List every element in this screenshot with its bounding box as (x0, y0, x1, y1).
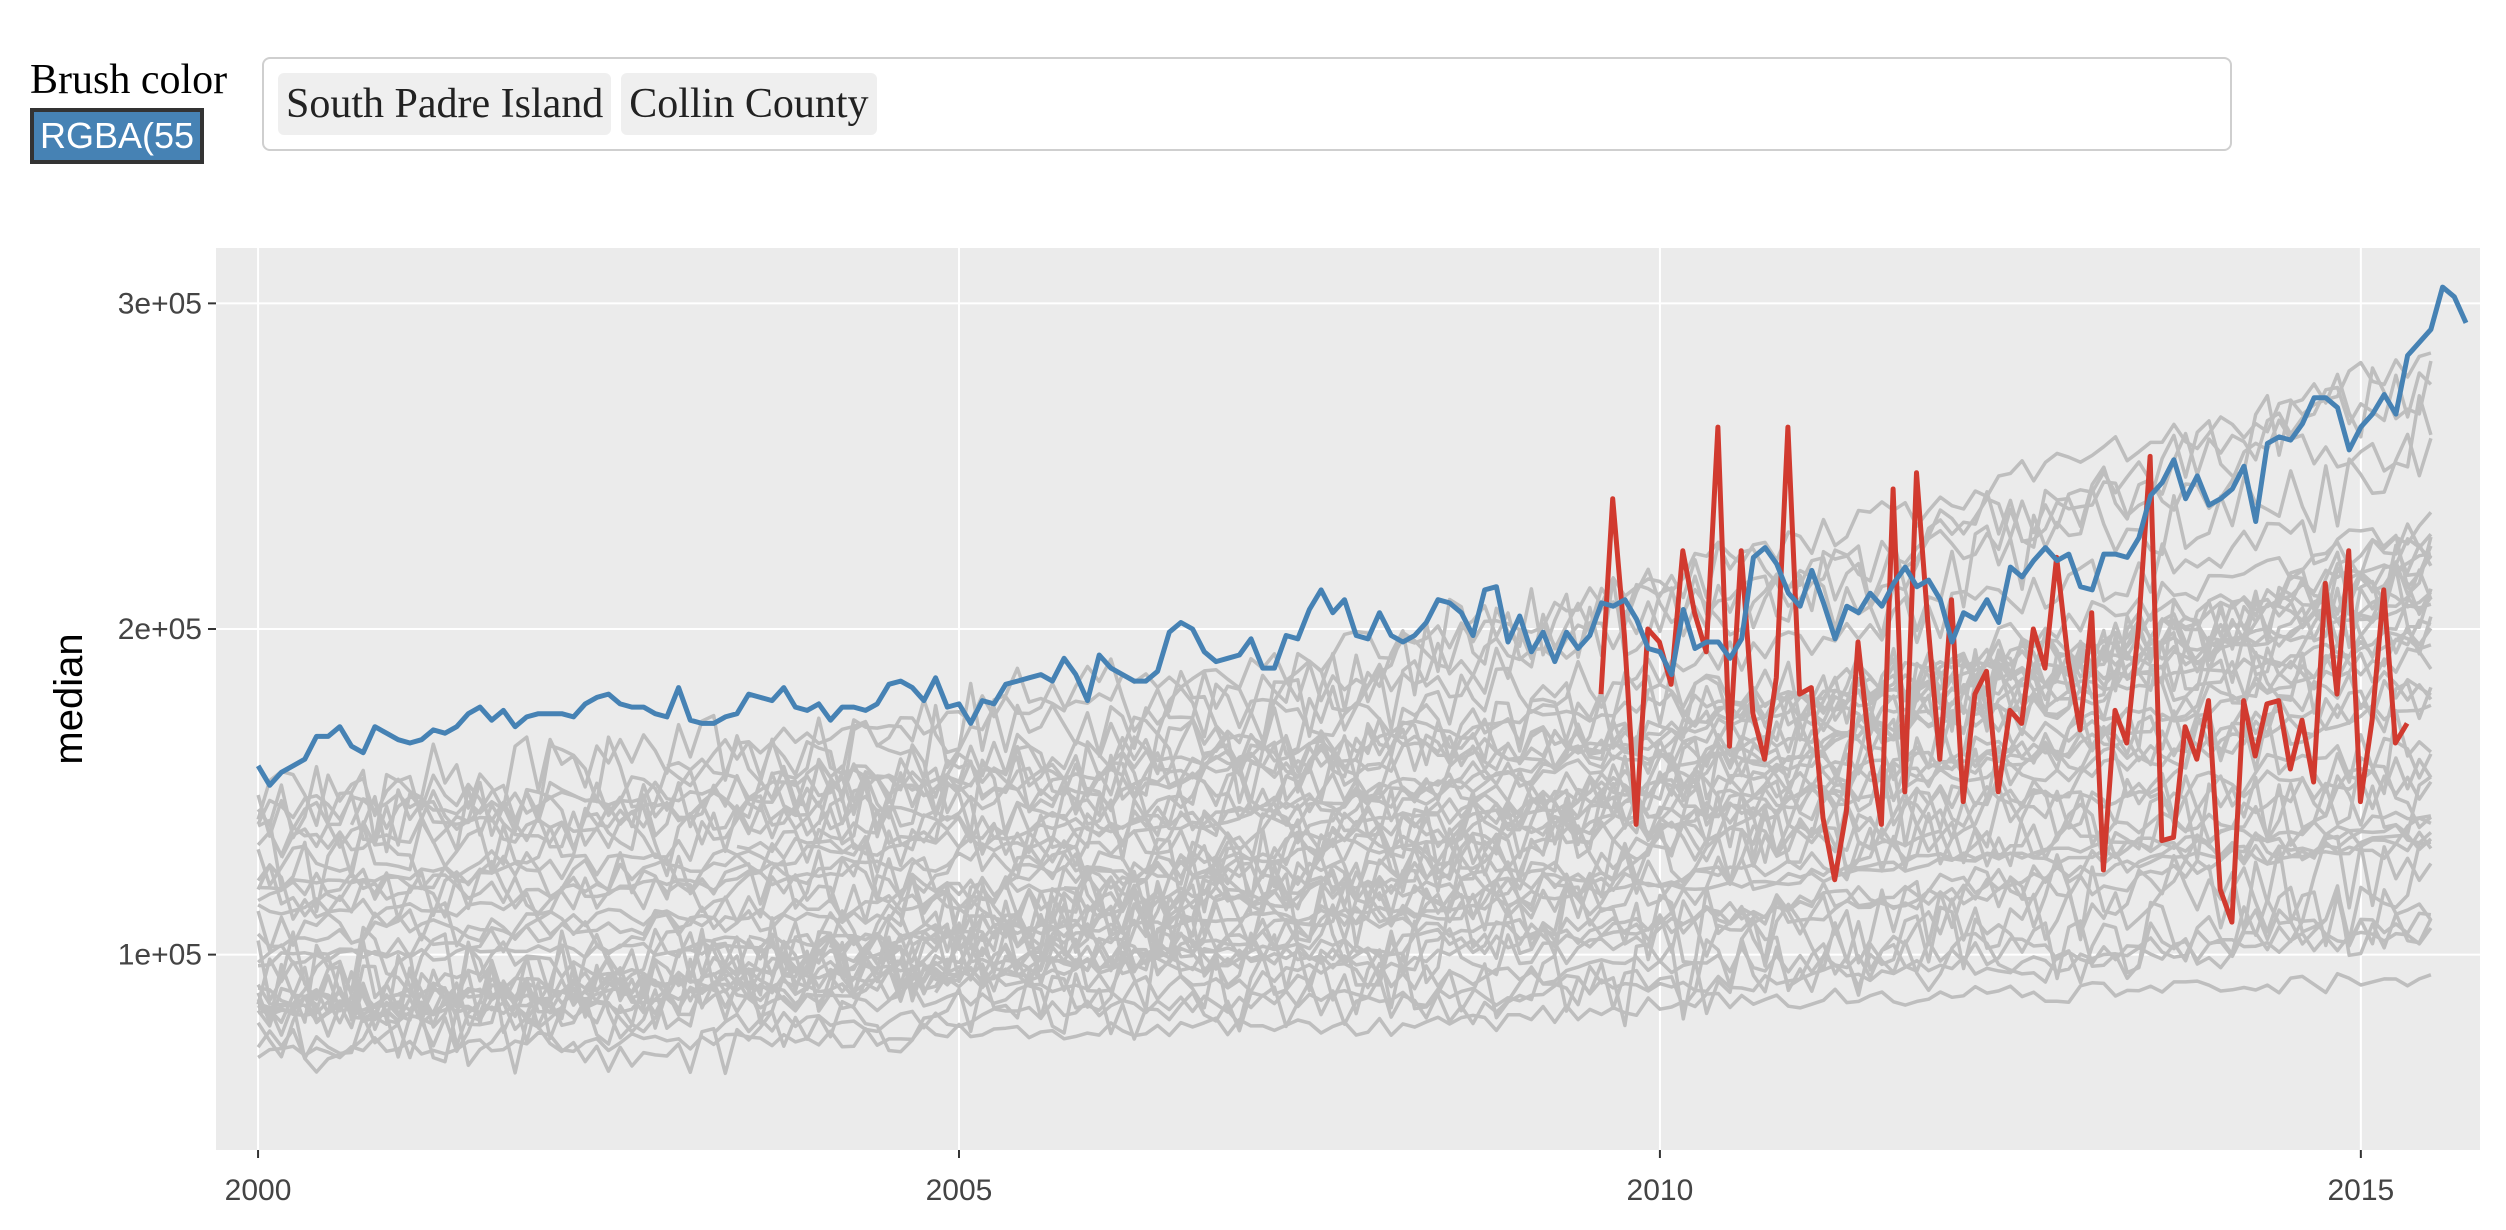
background-series-line (257, 971, 2432, 1060)
series-line-collin-county[interactable] (255, 284, 2469, 788)
y-tick-label: 3e+05 (118, 287, 202, 320)
background-series-line (256, 543, 2433, 918)
background-series-line (1097, 371, 2433, 759)
selected-chip[interactable]: Collin County (621, 73, 877, 135)
background-series-line (256, 830, 2433, 1024)
x-tick-label: 2010 (1627, 1174, 1694, 1207)
selected-chip[interactable]: South Padre Island (278, 73, 612, 135)
background-series-line (256, 888, 2433, 1048)
y-axis-title: median (47, 633, 91, 764)
city-select-input[interactable]: South Padre Island Collin County (262, 57, 2232, 151)
background-series-line (712, 926, 2433, 1035)
axes: 2000 2005 2010 2015 1e+05 2e+05 3e+05 median (47, 287, 2394, 1207)
background-series-line (256, 670, 2433, 1061)
background-series-line (666, 351, 2432, 777)
background-series-line (256, 432, 2433, 847)
background-series-line (256, 589, 2433, 966)
highlighted-lines (255, 284, 2469, 925)
brush-color-label: Brush color (30, 57, 228, 103)
x-tick-label: 2005 (926, 1174, 993, 1207)
background-series-line (258, 627, 2433, 891)
x-tick-label: 2015 (2327, 1174, 2394, 1207)
background-series-line (1004, 522, 2433, 891)
x-tick-label: 2000 (225, 1174, 292, 1207)
brush-color-input[interactable]: RGBA(55 (30, 108, 204, 164)
y-tick-label: 1e+05 (118, 939, 202, 972)
y-tick-label: 2e+05 (118, 613, 202, 646)
background-series-line (257, 814, 2432, 1025)
